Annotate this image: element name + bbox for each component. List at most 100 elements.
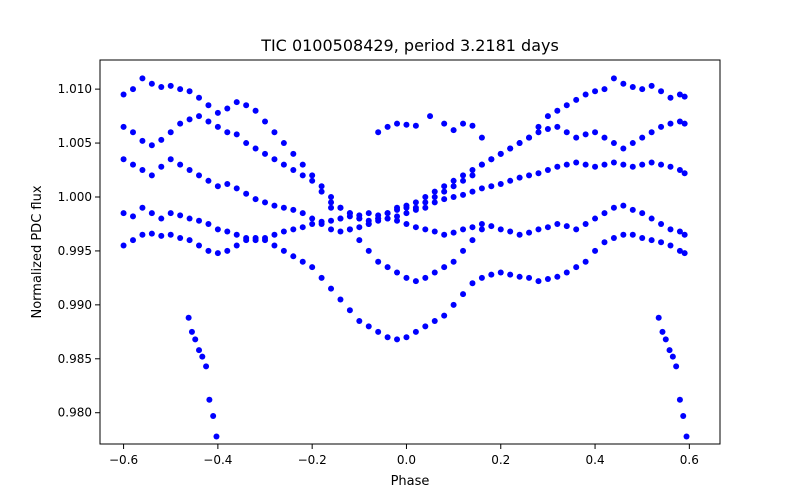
data-point bbox=[394, 336, 401, 343]
data-point bbox=[375, 217, 382, 224]
data-point bbox=[469, 122, 476, 129]
data-point bbox=[271, 242, 278, 249]
data-point bbox=[158, 136, 165, 143]
data-point bbox=[497, 226, 504, 233]
data-point bbox=[196, 217, 203, 224]
data-point bbox=[167, 82, 174, 89]
data-point bbox=[422, 199, 429, 206]
data-point bbox=[206, 396, 213, 403]
data-point bbox=[290, 206, 297, 213]
data-point bbox=[620, 161, 627, 168]
data-point bbox=[318, 188, 325, 195]
data-point bbox=[680, 412, 687, 419]
data-point bbox=[497, 269, 504, 276]
data-point bbox=[648, 82, 655, 89]
data-point bbox=[412, 206, 419, 213]
data-point bbox=[262, 237, 269, 244]
data-point bbox=[139, 75, 146, 82]
data-point bbox=[252, 145, 259, 152]
data-point bbox=[676, 118, 683, 125]
data-point bbox=[648, 215, 655, 222]
data-point bbox=[544, 126, 551, 133]
data-point bbox=[130, 237, 136, 244]
data-point bbox=[554, 107, 561, 114]
data-point bbox=[620, 231, 627, 238]
data-point bbox=[120, 156, 127, 163]
data-point bbox=[460, 247, 467, 254]
data-point bbox=[309, 220, 316, 227]
data-point bbox=[148, 210, 155, 217]
data-point bbox=[290, 226, 297, 233]
data-point bbox=[431, 228, 438, 235]
data-point bbox=[658, 239, 665, 246]
data-point bbox=[120, 210, 127, 217]
data-point bbox=[412, 278, 419, 285]
chart-title: TIC 0100508429, period 3.2181 days bbox=[260, 36, 559, 55]
data-point bbox=[205, 102, 212, 109]
data-point bbox=[507, 177, 514, 184]
data-point bbox=[667, 242, 674, 249]
data-point bbox=[243, 102, 250, 109]
data-point bbox=[441, 264, 448, 271]
data-point bbox=[309, 177, 316, 184]
data-point bbox=[130, 129, 136, 136]
data-point bbox=[478, 220, 485, 227]
data-point bbox=[450, 177, 457, 184]
data-point bbox=[629, 140, 636, 147]
data-point bbox=[478, 161, 485, 168]
data-point bbox=[167, 129, 174, 136]
data-point bbox=[573, 264, 580, 271]
data-point bbox=[375, 129, 382, 136]
x-tick-label: −0.2 bbox=[298, 453, 327, 467]
data-point bbox=[280, 247, 287, 254]
data-point bbox=[214, 183, 221, 190]
data-point bbox=[488, 271, 495, 278]
data-point bbox=[214, 109, 221, 116]
data-point bbox=[610, 234, 617, 241]
data-point bbox=[592, 247, 599, 254]
data-point bbox=[535, 226, 542, 233]
data-point bbox=[243, 190, 250, 197]
data-point bbox=[185, 314, 192, 321]
data-point bbox=[582, 220, 589, 227]
data-point bbox=[186, 88, 193, 95]
data-point bbox=[177, 86, 184, 93]
data-point bbox=[328, 199, 335, 206]
data-point bbox=[666, 347, 673, 354]
data-point bbox=[441, 312, 448, 319]
data-point bbox=[460, 226, 467, 233]
data-point bbox=[639, 210, 646, 217]
data-point bbox=[412, 328, 419, 335]
data-point bbox=[422, 274, 429, 281]
data-point bbox=[592, 129, 599, 136]
data-point bbox=[563, 102, 570, 109]
data-point bbox=[469, 167, 476, 174]
data-point bbox=[639, 234, 646, 241]
data-point bbox=[280, 140, 287, 147]
data-point bbox=[526, 229, 533, 236]
data-point bbox=[158, 232, 165, 239]
data-point bbox=[460, 191, 467, 198]
data-point bbox=[186, 167, 193, 174]
data-point bbox=[676, 396, 683, 403]
data-point bbox=[681, 250, 688, 257]
data-point bbox=[158, 163, 165, 170]
data-point bbox=[139, 204, 146, 211]
data-point bbox=[262, 199, 269, 206]
data-point bbox=[582, 131, 589, 138]
data-point bbox=[526, 172, 533, 179]
data-point bbox=[563, 161, 570, 168]
data-point bbox=[681, 120, 688, 127]
plot-frame bbox=[99, 59, 721, 445]
data-point bbox=[196, 242, 203, 249]
data-point bbox=[384, 123, 391, 130]
data-point bbox=[681, 170, 688, 177]
data-point bbox=[167, 210, 174, 217]
data-point bbox=[573, 159, 580, 166]
data-point bbox=[610, 75, 617, 82]
data-point bbox=[210, 412, 217, 419]
data-point bbox=[488, 223, 495, 230]
x-tick-label: 0.2 bbox=[491, 453, 510, 467]
data-point bbox=[450, 301, 457, 308]
